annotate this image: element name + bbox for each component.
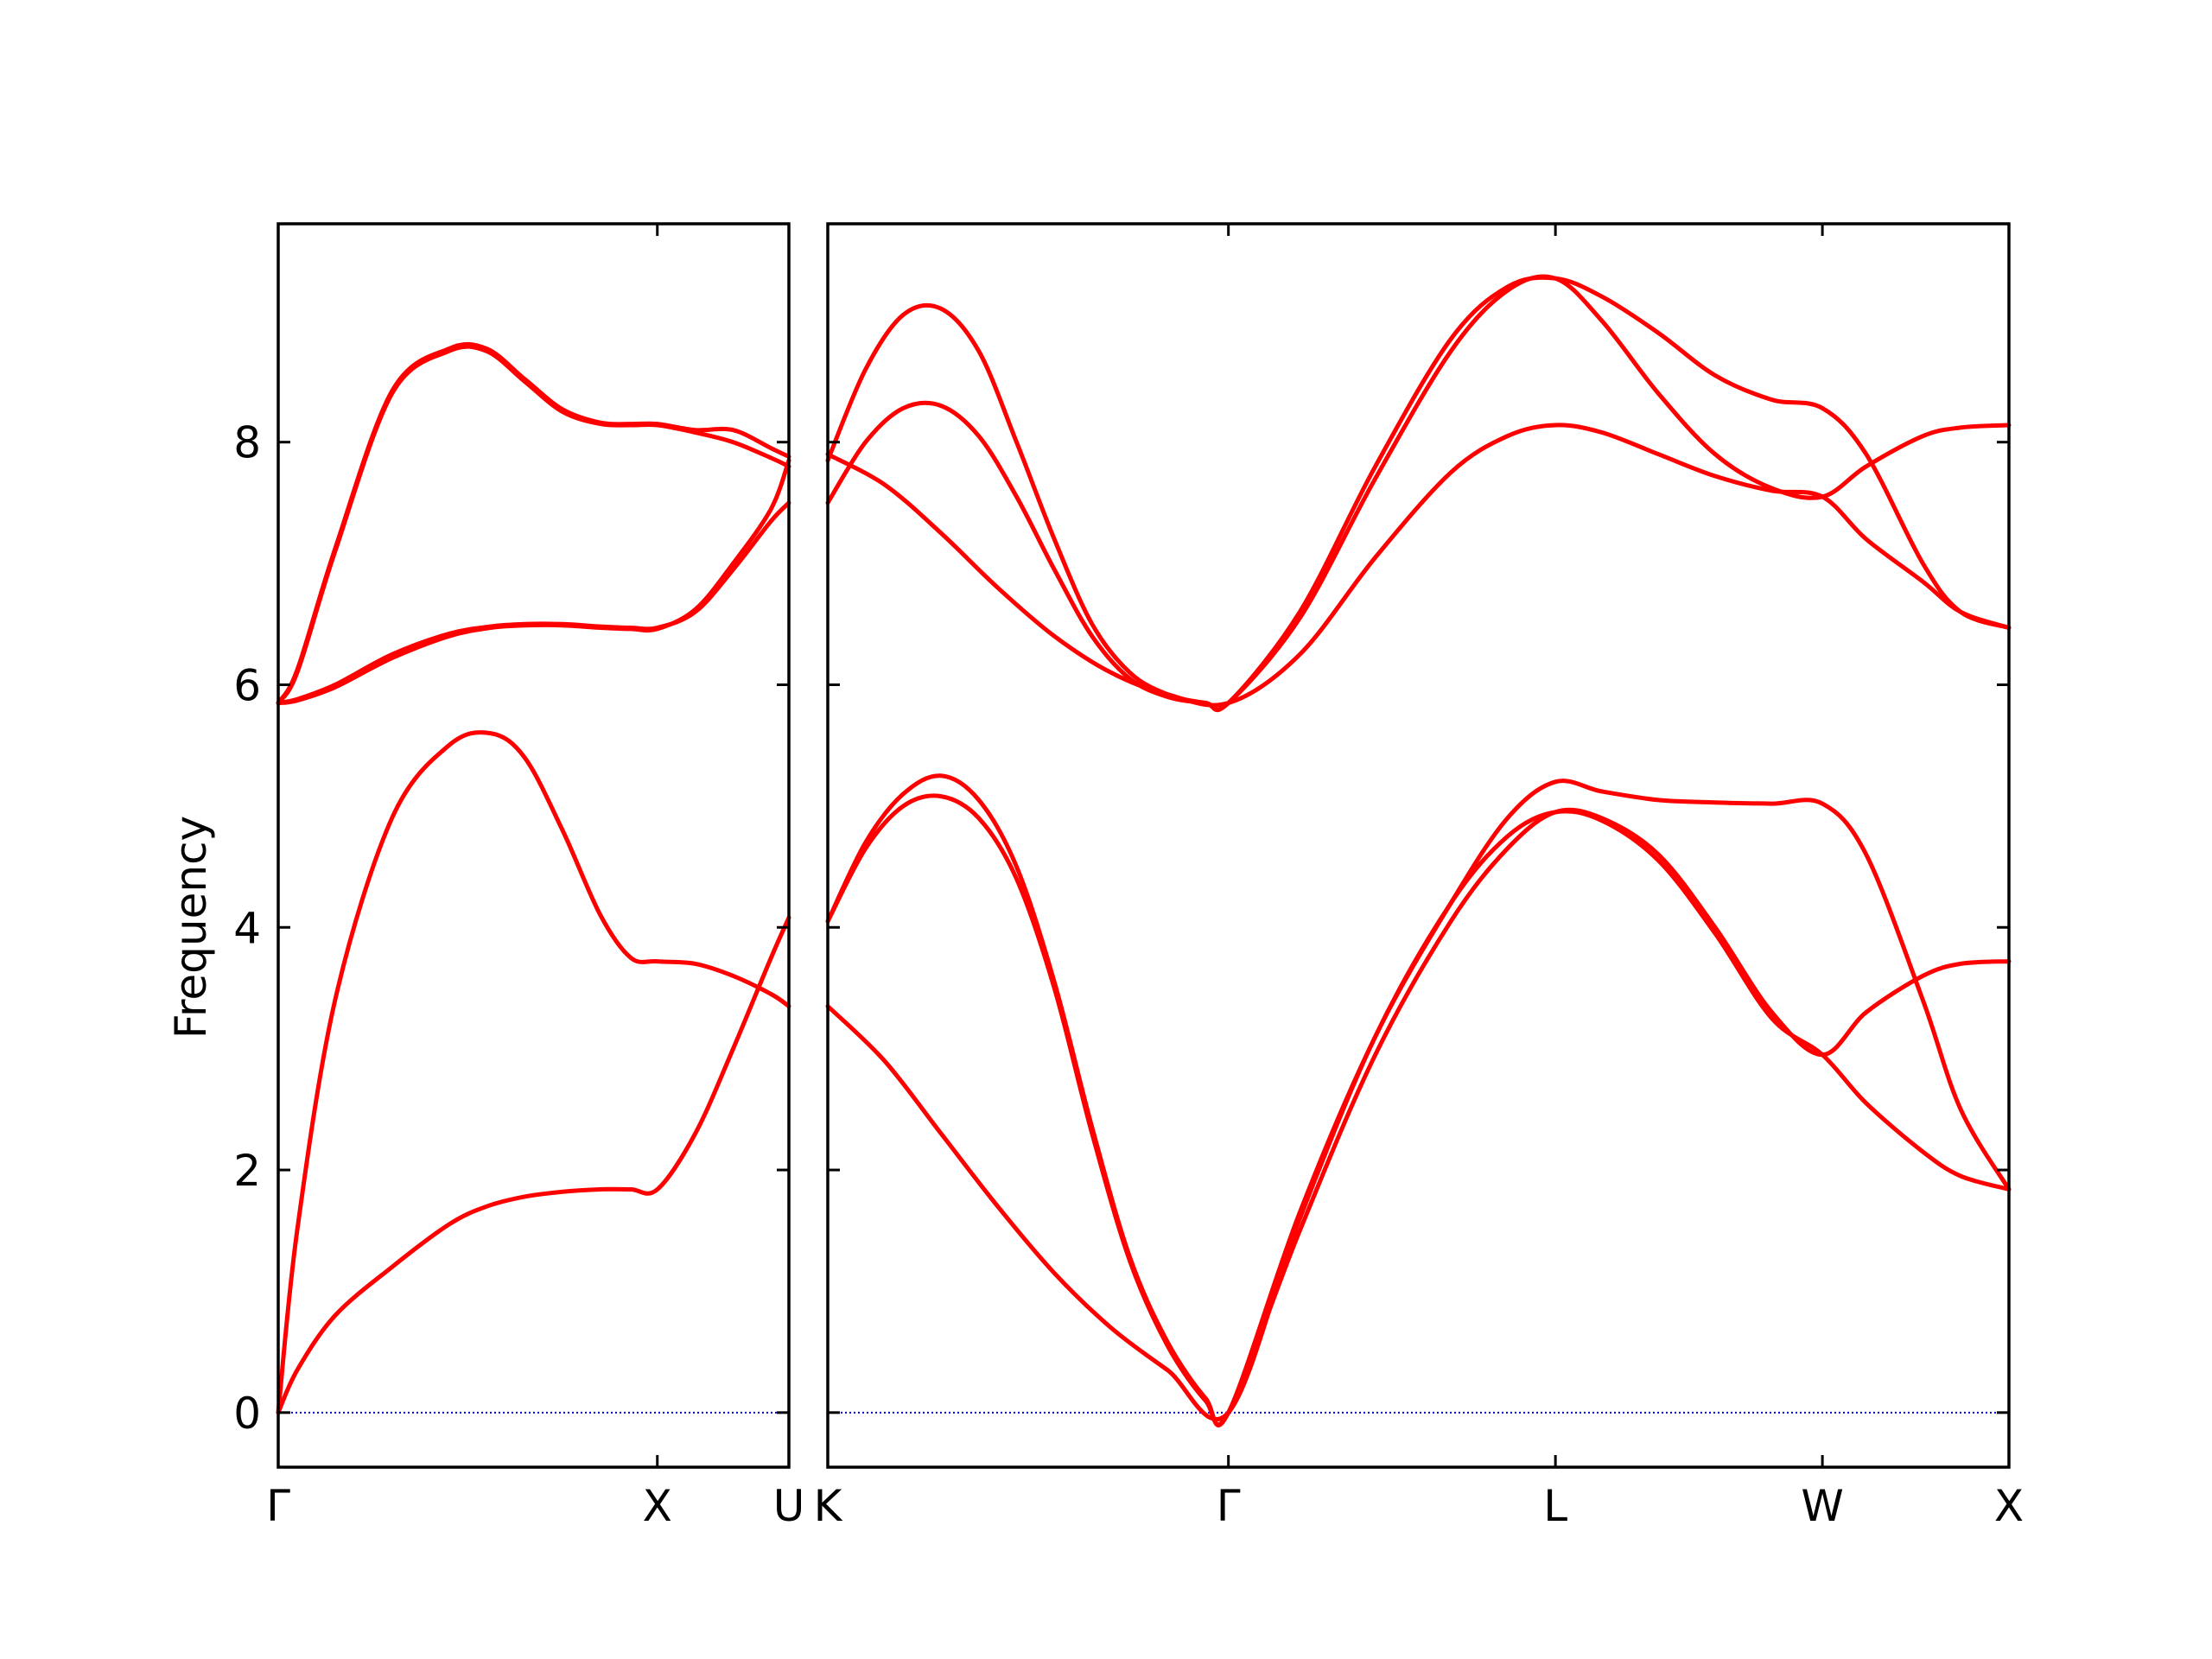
band-line-5 — [276, 341, 791, 705]
band-line-3 — [276, 500, 791, 705]
x-tick-label: W — [1801, 1481, 1843, 1531]
x-tick-label: U — [773, 1481, 805, 1531]
band-line-1 — [276, 915, 791, 1415]
x-tick-label: L — [1543, 1481, 1567, 1531]
band-line-2 — [825, 793, 2012, 1427]
x-tick-label: Γ — [266, 1481, 290, 1531]
y-tick-label: 4 — [233, 903, 261, 953]
band-line-6 — [276, 458, 791, 705]
y-tick-label: 0 — [233, 1389, 261, 1439]
x-tick-label: X — [1994, 1481, 2024, 1531]
band-line-2 — [276, 730, 791, 1415]
band-line-1 — [825, 809, 2012, 1421]
band-line-4 — [276, 344, 791, 705]
x-tick-label: K — [814, 1481, 843, 1531]
axes-frame — [276, 222, 791, 1469]
panel-1: Γ X U 0 2 4 6 8 — [233, 222, 805, 1531]
y-axis-label: Frequency — [166, 816, 216, 1039]
band-line-4 — [825, 423, 2012, 708]
axes-frame — [826, 222, 2011, 1469]
band-line-3 — [825, 773, 2012, 1428]
y-tick-label: 6 — [233, 660, 261, 710]
band-line-5 — [825, 274, 2012, 712]
y-tick-label: 2 — [233, 1146, 261, 1196]
plot-panels: Γ X U 0 2 4 6 8 K Γ L W X — [233, 222, 2024, 1531]
y-tick-label: 8 — [233, 418, 261, 468]
x-tick-label: X — [643, 1481, 672, 1531]
x-tick-label: Γ — [1217, 1481, 1241, 1531]
band-line-6 — [825, 275, 2012, 713]
